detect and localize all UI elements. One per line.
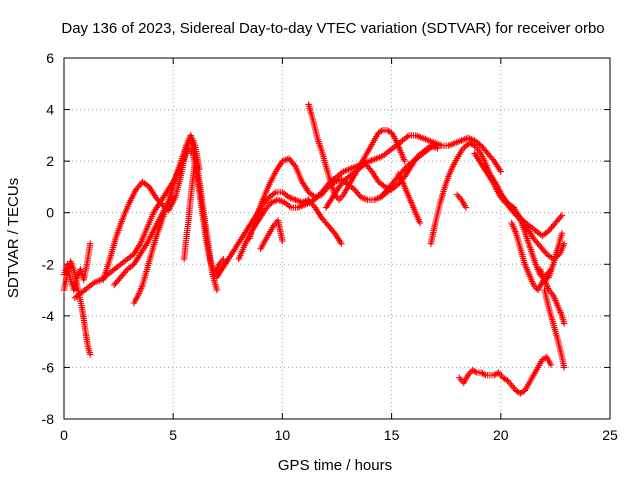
point-markers [180,157,199,263]
y-tick-label: -6 [42,359,55,375]
y-tick-label: 4 [46,102,54,118]
series-arc19 [486,170,566,240]
point-markers [541,286,568,371]
y-tick-label: -2 [42,256,55,272]
y-tick-label: -8 [42,411,55,427]
plot-frame [63,57,611,420]
point-markers [395,170,424,227]
series-arc6 [130,137,221,307]
series-arc17 [453,191,470,211]
x-tick-label: 0 [60,427,68,443]
y-axis-label: SDTVAR / TECUs [5,178,22,298]
series-arc14 [377,142,437,201]
series-arc7 [180,157,199,263]
series-arc21 [536,266,568,327]
series-arc15 [395,170,424,227]
y-tick-label: -4 [42,308,55,324]
point-markers [377,142,437,201]
point-markers [536,266,568,327]
point-markers [453,191,470,211]
grid [64,58,610,419]
series-arc12 [305,101,408,203]
data-points [60,101,568,397]
y-tick-label: 6 [46,50,54,66]
chart-title: Day 136 of 2023, Sidereal Day-to-day VTE… [61,20,604,37]
x-tick-label: 5 [169,427,177,443]
point-markers [71,145,227,301]
point-markers [130,137,221,307]
series-arc2 [60,240,94,294]
series-arc23 [456,353,555,397]
y-tick-label: 0 [46,205,54,221]
x-tick-label: 10 [275,427,291,443]
y-tick-label: 2 [46,153,54,169]
point-markers [257,217,286,252]
x-axis-label: GPS time / hours [278,457,392,474]
series-arc22 [541,286,568,371]
x-tick-label: 20 [493,427,509,443]
point-markers [305,101,408,203]
point-markers [60,240,94,294]
point-markers [456,353,555,397]
point-markers [486,170,566,240]
axis-ticks: 0 5 10 15 20 25 -8 -6 -4 -2 0 2 4 6 [42,50,618,443]
series-arc8 [213,188,345,281]
x-tick-label: 25 [602,427,618,443]
series-arc11 [257,217,286,252]
series-arc3 [71,145,227,301]
x-tick-label: 15 [384,427,400,443]
point-markers [213,188,345,281]
